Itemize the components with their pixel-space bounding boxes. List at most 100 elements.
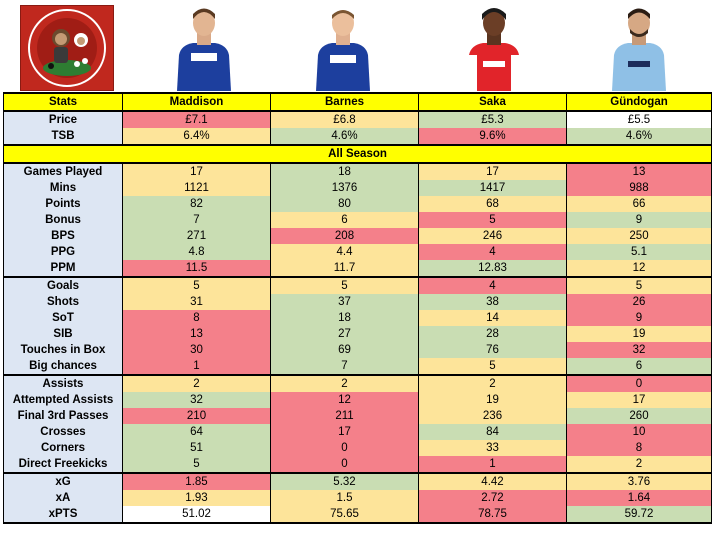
stat-value: 2.72: [418, 490, 567, 506]
stat-value: 14: [418, 310, 567, 326]
stat-value: £5.5: [566, 111, 712, 128]
stat-label: Games Played: [3, 163, 123, 180]
stat-value: 13: [566, 163, 712, 180]
header-player-name: Barnes: [270, 92, 419, 112]
player-photo-barnes: [312, 3, 374, 91]
stat-value: 84: [418, 424, 567, 440]
stat-value: 37: [270, 294, 419, 310]
stat-label: Touches in Box: [3, 342, 123, 358]
stat-value: 1417: [418, 180, 567, 196]
stat-label: TSB: [3, 128, 123, 146]
stat-value: 271: [122, 228, 271, 244]
stat-value: 1.64: [566, 490, 712, 506]
stat-value: 12.83: [418, 260, 567, 278]
stat-value: 11.7: [270, 260, 419, 278]
stat-label: xPTS: [3, 506, 123, 524]
stat-label: Corners: [3, 440, 123, 456]
stat-label: xA: [3, 490, 123, 506]
stat-value: £7.1: [122, 111, 271, 128]
stat-value: 26: [566, 294, 712, 310]
stat-value: 6: [566, 358, 712, 376]
stats-comparison-table: Stats Maddison Barnes Saka Gündogan Price £7.1…: [3, 92, 712, 524]
stat-label: Big chances: [3, 358, 123, 376]
header-player-name: Gündogan: [566, 92, 712, 112]
table-row: SIB 13 27 28 19: [3, 326, 712, 342]
stat-value: 38: [418, 294, 567, 310]
stat-value: 2: [418, 374, 567, 392]
stat-value: 1: [418, 456, 567, 474]
stat-value: 19: [418, 392, 567, 408]
stat-value: 988: [566, 180, 712, 196]
stat-value: 27: [270, 326, 419, 342]
stat-value: 2: [566, 456, 712, 474]
stat-value: 9: [566, 212, 712, 228]
stat-value: 2: [122, 374, 271, 392]
stat-value: 210: [122, 408, 271, 424]
stat-label: PPM: [3, 260, 123, 278]
stat-value: 7: [122, 212, 271, 228]
stat-value: 4.6%: [270, 128, 419, 146]
stat-value: 19: [566, 326, 712, 342]
stat-label: BPS: [3, 228, 123, 244]
stat-value: 236: [418, 408, 567, 424]
stat-value: 7: [270, 358, 419, 376]
stat-value: 1.93: [122, 490, 271, 506]
table-row: Points 82 80 68 66: [3, 196, 712, 212]
header-player-name: Maddison: [122, 92, 271, 112]
stat-label: Final 3rd Passes: [3, 408, 123, 424]
stat-value: 0: [566, 374, 712, 392]
stat-label: Points: [3, 196, 123, 212]
stat-value: 78.75: [418, 506, 567, 524]
stat-value: 4.4: [270, 244, 419, 260]
stat-value: £5.3: [418, 111, 567, 128]
stat-label: Goals: [3, 276, 123, 294]
player-photo-gundogan: [608, 3, 670, 91]
stat-value: 1.85: [122, 472, 271, 490]
table-row: Crosses 64 17 84 10: [3, 424, 712, 440]
stat-label: Price: [3, 111, 123, 128]
stat-value: 3.76: [566, 472, 712, 490]
stat-value: 18: [270, 310, 419, 326]
stat-value: 17: [566, 392, 712, 408]
table-row: Bonus 7 6 5 9: [3, 212, 712, 228]
stat-value: 82: [122, 196, 271, 212]
stat-value: 51: [122, 440, 271, 456]
table-row: Games Played 17 18 17 13: [3, 163, 712, 180]
stat-value: 1.5: [270, 490, 419, 506]
stat-value: 68: [418, 196, 567, 212]
stat-value: 1121: [122, 180, 271, 196]
stat-value: 17: [122, 163, 271, 180]
stat-value: 32: [566, 342, 712, 358]
stat-value: 32: [122, 392, 271, 408]
stat-value: 13: [122, 326, 271, 342]
stat-label: SoT: [3, 310, 123, 326]
stat-value: 28: [418, 326, 567, 342]
stat-value: 17: [418, 163, 567, 180]
stat-value: 17: [270, 424, 419, 440]
stat-value: 5: [418, 212, 567, 228]
stat-value: 5: [122, 456, 271, 474]
stat-value: £6.8: [270, 111, 419, 128]
stat-value: 12: [566, 260, 712, 278]
header-stats-label: Stats: [3, 92, 123, 112]
stat-value: 33: [418, 440, 567, 456]
section-title: All Season: [3, 144, 712, 164]
stat-value: 211: [270, 408, 419, 424]
stat-label: Direct Freekicks: [3, 456, 123, 474]
stat-label: PPG: [3, 244, 123, 260]
stat-value: 51.02: [122, 506, 271, 524]
stat-value: 6.4%: [122, 128, 271, 146]
table-row: xG 1.85 5.32 4.42 3.76: [3, 472, 712, 490]
header-row: Stats Maddison Barnes Saka Gündogan: [3, 92, 712, 112]
table-row: BPS 271 208 246 250: [3, 228, 712, 244]
stat-value: 8: [122, 310, 271, 326]
stat-value: 1376: [270, 180, 419, 196]
stat-label: SIB: [3, 326, 123, 342]
stat-value: 0: [270, 440, 419, 456]
stat-value: 11.5: [122, 260, 271, 278]
stat-value: 5: [122, 276, 271, 294]
table-row: Touches in Box 30 69 76 32: [3, 342, 712, 358]
player-photo-saka: [463, 3, 525, 91]
stat-value: 30: [122, 342, 271, 358]
stat-value: 18: [270, 163, 419, 180]
